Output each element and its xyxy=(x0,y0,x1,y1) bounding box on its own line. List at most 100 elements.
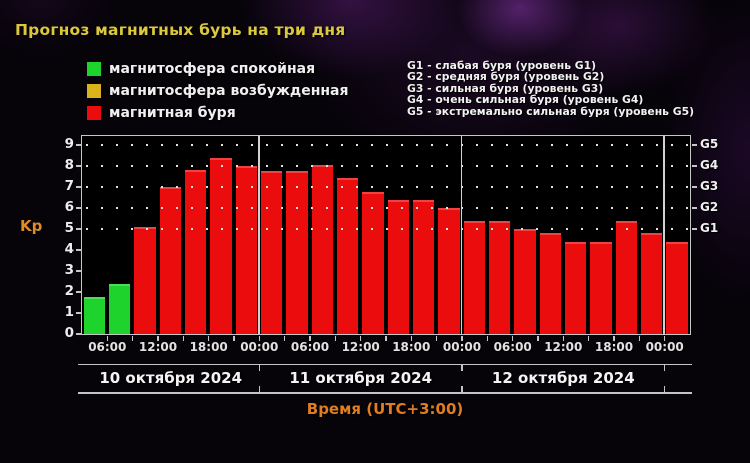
kp-bar xyxy=(286,170,308,334)
y-tick-label: 6 xyxy=(64,199,74,215)
x-axis-tick xyxy=(309,335,311,341)
x-axis-tick xyxy=(106,335,109,341)
y-axis-tick xyxy=(75,207,81,209)
legend-swatch-active xyxy=(87,84,101,98)
g-scale-legend: G1 - слабая буря (уровень G1) G2 - средня… xyxy=(407,60,694,117)
x-axis-tick xyxy=(461,335,463,341)
x-axis-tick xyxy=(131,335,134,341)
x-tick-label: 18:00 xyxy=(594,340,634,354)
y-tick-label: 4 xyxy=(64,241,74,257)
legend-item-storm: магнитная буря xyxy=(87,105,348,121)
x-axis-tick xyxy=(157,335,159,341)
date-label: 12 октября 2024 xyxy=(491,369,635,387)
grid-dots-row xyxy=(85,143,688,146)
g-axis-tick xyxy=(691,228,697,230)
kp-bar xyxy=(438,207,460,334)
g-legend-line: G3 - сильная буря (уровень G3) xyxy=(407,81,604,95)
date-band-divider xyxy=(461,364,463,371)
kp-bar xyxy=(184,169,207,334)
date-band-divider xyxy=(663,385,666,393)
legend-label: магнитосфера возбужденная xyxy=(109,83,349,99)
kp-bar xyxy=(260,170,283,334)
date-band-divider xyxy=(461,385,463,393)
y-axis-tick xyxy=(75,270,81,272)
x-axis-tick xyxy=(410,335,413,341)
kp-bar xyxy=(640,232,663,334)
legend-item-active: магнитосфера возбужденная xyxy=(87,83,349,99)
x-tick-label: 00:00 xyxy=(240,340,279,354)
storm-level-legend: магнитосфера спокойная магнитосфера возбу… xyxy=(87,61,349,128)
legend-label: магнитосфера спокойная xyxy=(109,61,316,77)
x-tick-label: 06:00 xyxy=(290,340,330,354)
date-band-divider xyxy=(663,364,666,371)
g-scale-label: G2 xyxy=(700,200,719,214)
kp-bar xyxy=(615,220,638,334)
kp-bar xyxy=(514,228,536,334)
y-tick-label: 8 xyxy=(64,157,74,173)
x-axis-tick xyxy=(663,335,666,341)
x-tick-label: 18:00 xyxy=(189,340,228,354)
y-tick-label: 3 xyxy=(64,262,74,278)
x-tick-label: 00:00 xyxy=(645,340,684,354)
y-tick-label: 0 xyxy=(64,325,74,341)
kp-bar xyxy=(235,165,258,334)
g-axis-tick xyxy=(691,207,697,209)
g-legend-line: G1 - слабая буря (уровень G1) xyxy=(407,59,597,72)
x-tick-label: 18:00 xyxy=(392,340,431,354)
x-tick-label: 12:00 xyxy=(544,340,583,354)
y-axis-tick xyxy=(75,165,81,167)
y-axis-tick xyxy=(75,186,81,188)
g-axis-tick xyxy=(691,186,697,188)
grid-dots-row xyxy=(85,206,688,209)
date-label: 11 октября 2024 xyxy=(289,369,433,387)
x-tick-label: 06:00 xyxy=(493,340,532,354)
g-scale-label: G5 xyxy=(700,137,719,151)
day-boundary-line xyxy=(460,135,463,334)
y-tick-label: 1 xyxy=(64,304,74,320)
page-title: Прогноз магнитных бурь на три дня xyxy=(15,21,346,39)
kp-bar xyxy=(590,241,612,334)
kp-bar xyxy=(463,220,486,334)
x-axis-tick xyxy=(638,335,641,341)
legend-swatch-quiet xyxy=(87,62,101,76)
x-axis-tick xyxy=(207,335,210,341)
kp-bar xyxy=(336,177,359,334)
kp-bar xyxy=(539,232,562,334)
x-axis-tick xyxy=(385,335,387,341)
y-tick-label: 2 xyxy=(64,283,74,299)
kp-bar xyxy=(362,191,384,334)
date-label: 10 октября 2024 xyxy=(99,369,243,387)
kp-bar xyxy=(564,241,587,334)
y-axis-tick xyxy=(75,249,81,251)
grid-dots-row xyxy=(85,185,688,188)
legend-item-quiet: магнитосфера спокойная xyxy=(87,61,348,77)
day-boundary-line xyxy=(258,135,260,334)
kp-bar xyxy=(210,157,232,334)
date-band-bottom-line xyxy=(78,392,692,394)
g-axis-tick xyxy=(691,144,697,146)
legend-swatch-storm xyxy=(87,106,101,120)
x-axis-tick xyxy=(587,335,590,341)
day-boundary-line xyxy=(663,135,665,334)
y-tick-label: 9 xyxy=(64,136,74,152)
x-axis-tick xyxy=(233,335,235,341)
grid-dots-row xyxy=(85,227,688,230)
kp-bar xyxy=(488,220,511,334)
x-axis-tick xyxy=(511,335,514,341)
y-tick-label: 5 xyxy=(64,220,74,236)
kp-bar xyxy=(108,283,131,334)
date-band-top-line xyxy=(78,363,692,365)
y-axis-tick xyxy=(75,312,81,314)
x-axis-tick xyxy=(486,335,489,341)
g-axis-tick xyxy=(691,165,697,167)
y-axis-tick xyxy=(75,144,81,146)
x-axis-tick xyxy=(359,335,362,341)
y-axis-tick xyxy=(75,333,81,335)
x-axis-tick xyxy=(613,335,615,341)
x-axis-tick xyxy=(258,335,261,341)
g-scale-label: G3 xyxy=(700,179,719,193)
x-axis-tick xyxy=(562,335,565,341)
x-axis-tick xyxy=(334,335,337,341)
kp-bar xyxy=(412,199,435,334)
